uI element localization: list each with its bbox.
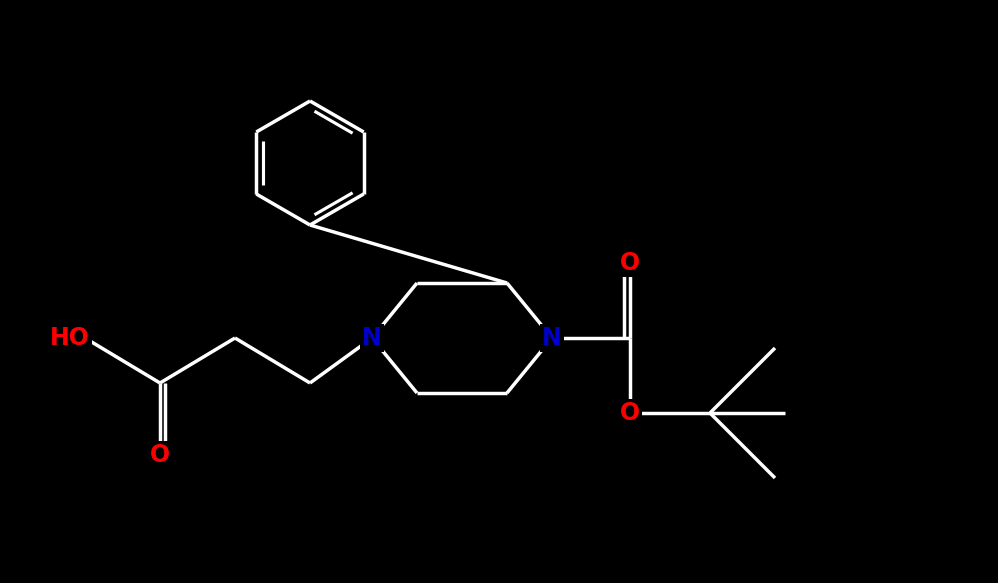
- Text: HO: HO: [50, 326, 90, 350]
- Text: O: O: [620, 251, 640, 275]
- Text: N: N: [362, 326, 382, 350]
- Text: O: O: [150, 443, 170, 467]
- Text: N: N: [542, 326, 562, 350]
- Text: O: O: [620, 401, 640, 425]
